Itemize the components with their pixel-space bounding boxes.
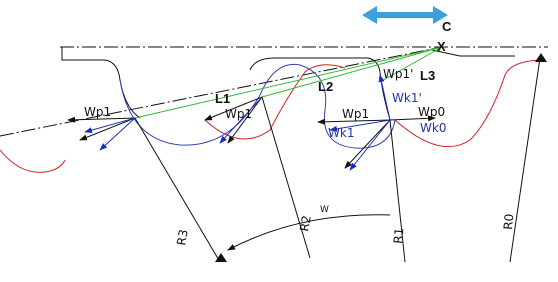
label: L1 [215, 91, 230, 106]
force-arrow [350, 120, 390, 170]
label: R2 [297, 214, 314, 232]
label: R1 [391, 227, 406, 244]
red-curve [0, 150, 65, 172]
pivot-marker [535, 53, 547, 62]
label: C [442, 19, 452, 34]
direction-arrow [362, 6, 448, 24]
radius-line [262, 97, 310, 258]
label: Wp1' [383, 67, 413, 81]
label: Wp1 [84, 105, 111, 119]
label: L2 [318, 79, 333, 94]
label: Wk0 [420, 121, 446, 135]
label: Wp0 [418, 105, 445, 119]
label: W [320, 205, 329, 215]
l-line [262, 47, 442, 97]
force-arrow [380, 75, 390, 120]
label: Wp1 [342, 107, 369, 121]
label: R3 [174, 228, 191, 246]
diagram: C X L1 L2 L3 Wp1' Wp1 Wp1 Wp1 Wp0 Wk1' W… [0, 0, 558, 282]
label: Wk1' [392, 91, 422, 105]
label: L3 [420, 68, 435, 83]
label: Wp1 [225, 107, 252, 121]
label: Wk1 [328, 126, 354, 140]
radius-line [510, 58, 540, 262]
label: X [437, 39, 446, 54]
label: R0 [501, 213, 516, 230]
force-arrow [80, 118, 135, 140]
